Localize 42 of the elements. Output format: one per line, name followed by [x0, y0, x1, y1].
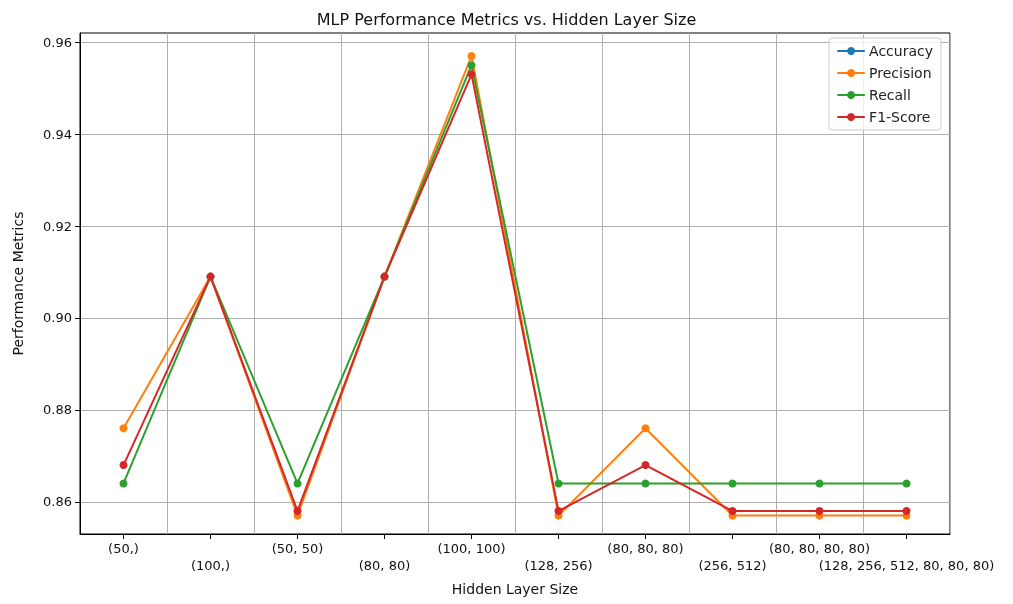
point [467, 51, 476, 60]
point [119, 424, 128, 433]
point [467, 70, 476, 79]
point [815, 479, 824, 488]
y-tick-label: 0.94 [43, 126, 72, 142]
x-tick-label: (128, 256) [524, 558, 593, 573]
point [902, 507, 911, 516]
legend-label: Recall [869, 87, 911, 103]
point [728, 507, 737, 516]
point [554, 479, 563, 488]
point [554, 507, 563, 516]
y-tick-label: 0.90 [43, 310, 72, 326]
point [467, 61, 476, 70]
x-tick-label: (80, 80, 80, 80) [768, 541, 871, 556]
point [119, 461, 128, 470]
x-tick-label: (50, 50) [271, 541, 324, 556]
legend-label: Accuracy [869, 43, 934, 59]
y-tick-label: 0.96 [43, 34, 72, 50]
y-axis-title: Performance Metrics [10, 211, 26, 356]
point [641, 479, 650, 488]
point [293, 479, 302, 488]
x-tick-label: (256, 512) [698, 558, 767, 573]
x-axis-title: Hidden Layer Size [451, 581, 579, 597]
y-tick-label: 0.88 [43, 402, 72, 418]
x-tick-label: (100, 100) [437, 541, 506, 556]
point [902, 479, 911, 488]
y-tick-label: 0.92 [43, 218, 72, 234]
point [641, 461, 650, 470]
point [728, 479, 737, 488]
point [815, 507, 824, 516]
chart-title: MLP Performance Metrics vs. Hidden Layer Size [316, 9, 697, 29]
x-tick-label: (50,) [108, 541, 139, 556]
point [119, 479, 128, 488]
x-tick-label: (80, 80) [358, 558, 411, 573]
point [293, 507, 302, 516]
x-tick-label: (128, 256, 512, 80, 80, 80) [818, 558, 995, 573]
legend-label: Precision [869, 65, 932, 81]
y-tick-label: 0.86 [43, 494, 72, 510]
x-tick-label: (80, 80, 80) [607, 541, 684, 556]
legend-label: F1-Score [869, 109, 931, 125]
point [641, 424, 650, 433]
x-tick-label: (100,) [190, 558, 231, 573]
